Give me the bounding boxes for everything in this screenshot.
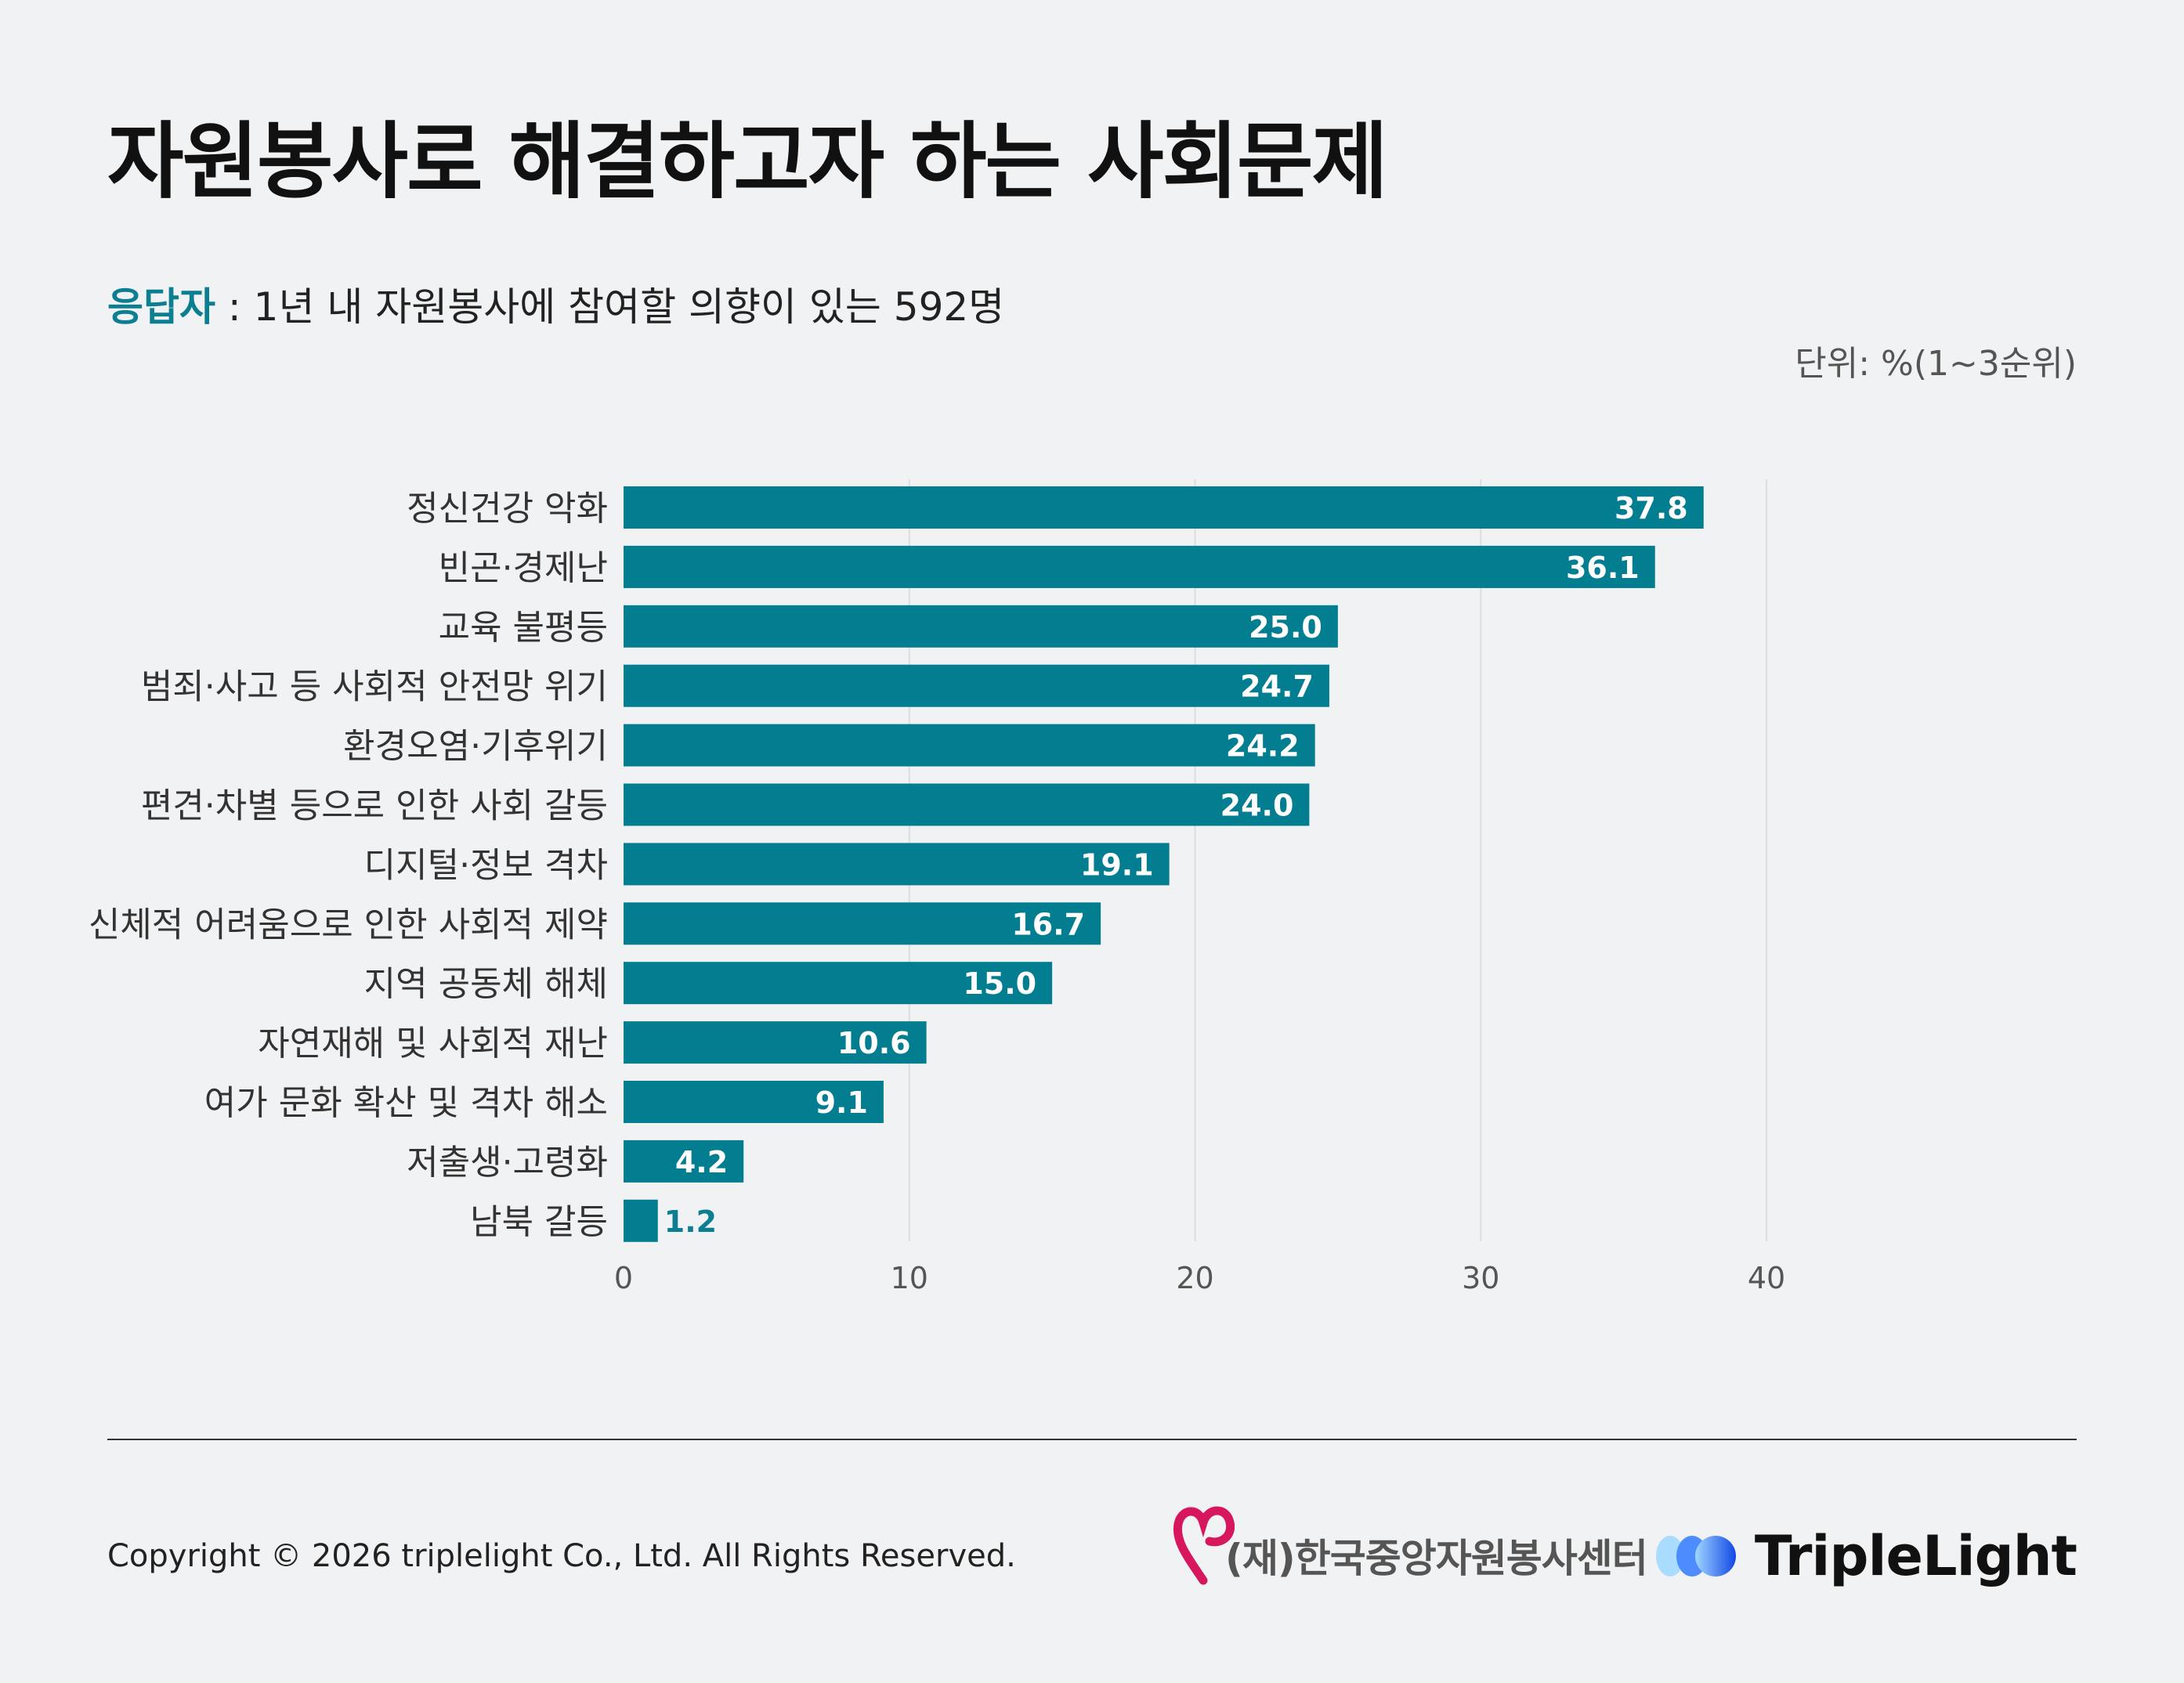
- respondent-text: : 1년 내 자원봉사에 참여할 의향이 있는 592명: [215, 284, 1005, 330]
- x-tick-label: 30: [1462, 1261, 1499, 1295]
- bar: [624, 902, 1101, 945]
- value-label: 9.1: [815, 1085, 868, 1120]
- value-label: 15.0: [963, 966, 1036, 1001]
- value-label: 25.0: [1249, 610, 1322, 645]
- x-tick-label: 20: [1176, 1261, 1213, 1295]
- bar: [624, 545, 1655, 588]
- value-label: 36.1: [1566, 551, 1640, 585]
- value-label: 19.1: [1080, 847, 1154, 882]
- bar: [624, 486, 1704, 529]
- category-label: 범죄·사고 등 사회적 안전망 위기: [141, 667, 608, 707]
- bar: [624, 962, 1053, 1005]
- category-label: 교육 불평등: [439, 608, 608, 648]
- bar: [624, 664, 1329, 707]
- heart-icon: [1173, 1506, 1235, 1585]
- bar: [624, 783, 1310, 826]
- value-label: 4.2: [675, 1145, 728, 1179]
- bar: [624, 1139, 744, 1183]
- respondent-info: 응답자 : 1년 내 자원봉사에 참여할 의향이 있는 592명: [107, 276, 1004, 332]
- category-label: 신체적 어려움으로 인한 사회적 제약: [89, 905, 608, 944]
- page-title: 자원봉사로 해결하고자 하는 사회문제: [107, 114, 1388, 210]
- triplelight-logo-text: TripleLight: [1754, 1524, 2077, 1588]
- category-label: 지역 공동체 해체: [364, 964, 608, 1004]
- value-label: 10.6: [837, 1026, 911, 1060]
- bar: [624, 1199, 658, 1242]
- copyright-text: Copyright © 2026 triplelight Co., Ltd. A…: [107, 1538, 1016, 1574]
- category-label: 여가 문화 확산 및 격차 해소: [204, 1083, 608, 1123]
- value-label: 24.7: [1240, 670, 1314, 704]
- respondent-label: 응답자: [107, 284, 215, 330]
- category-label: 편견·차별 등으로 인한 사회 갈등: [141, 786, 608, 826]
- kvc-logo-text: (재)한국중앙자원봉사센터: [1225, 1536, 1648, 1581]
- bar: [624, 605, 1338, 648]
- footer-divider: [107, 1439, 2077, 1440]
- value-label: 16.7: [1011, 907, 1085, 941]
- bar: [624, 1081, 884, 1123]
- value-label: 24.2: [1226, 729, 1300, 764]
- value-label: 1.2: [664, 1204, 717, 1239]
- category-label: 자연재해 및 사회적 재난: [258, 1024, 608, 1064]
- kvc-logo: (재)한국중앙자원봉사센터: [1172, 1502, 1648, 1588]
- category-label: 디지털·정보 격차: [364, 845, 608, 885]
- category-label: 빈곤·경제난: [439, 548, 608, 588]
- x-tick-label: 10: [891, 1261, 928, 1295]
- triplelight-mark-icon: [1655, 1536, 1736, 1576]
- x-tick-label: 40: [1748, 1261, 1785, 1295]
- bars: [624, 486, 1704, 1242]
- category-label: 저출생·고령화: [407, 1143, 608, 1183]
- category-label: 환경오염·기후위기: [343, 727, 608, 767]
- unit-label: 단위: %(1~3순위): [1795, 344, 2077, 384]
- value-labels: 37.8 36.1 25.0 24.7 24.2 24.0 19.1 16.7 15.0 10.6…: [664, 491, 1688, 1239]
- triplelight-logo: TripleLight: [1653, 1524, 2077, 1588]
- bar: [624, 1021, 927, 1064]
- bar: [624, 724, 1315, 767]
- category-label: 정신건강 악화: [407, 489, 608, 529]
- x-axis-ticks: 0 10 20 30 40: [614, 1261, 1785, 1295]
- bar: [624, 843, 1170, 886]
- value-label: 24.0: [1220, 789, 1294, 823]
- category-label: 남북 갈등: [470, 1202, 608, 1242]
- x-tick-label: 0: [614, 1261, 633, 1295]
- value-label: 37.8: [1614, 491, 1688, 525]
